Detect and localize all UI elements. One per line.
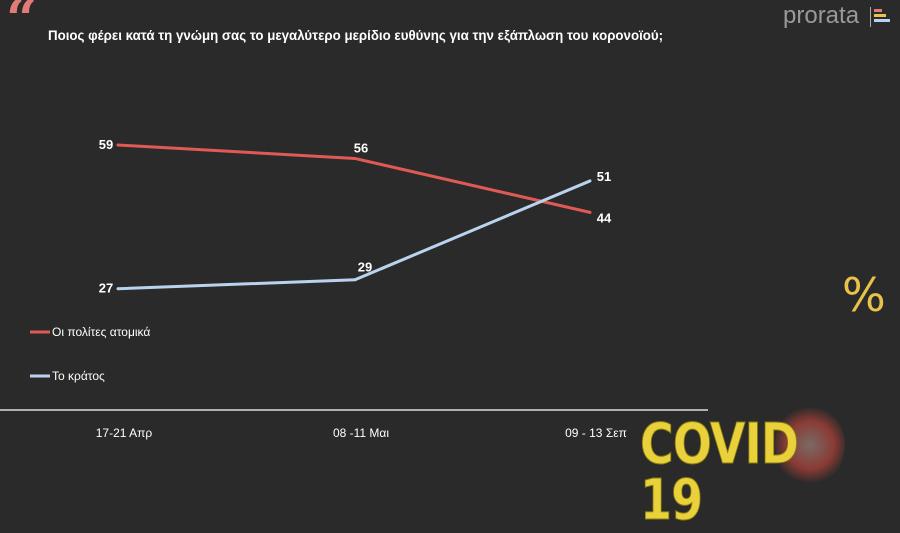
data-point bbox=[588, 210, 592, 214]
line-chart: 17-21 Απρ 08 -11 Μαι 09 - 13 Σεπ 59 56 44 Οι π… bbox=[0, 137, 708, 440]
data-label: 29 bbox=[358, 260, 372, 275]
data-point bbox=[116, 143, 120, 147]
data-point bbox=[116, 287, 120, 291]
x-tick-label: 08 -11 Μαι bbox=[333, 426, 389, 440]
chart-title: Ποιος φέρει κατά τη γνώμη σας το μεγαλύτ… bbox=[48, 27, 664, 43]
data-label: 59 bbox=[99, 137, 113, 152]
prorata-logo: prorata bbox=[783, 2, 860, 29]
data-point bbox=[353, 278, 357, 282]
x-tick-label: 17-21 Απρ bbox=[96, 426, 153, 440]
virus-image bbox=[775, 405, 845, 485]
covid-19-logo: COVID 19 bbox=[640, 412, 800, 533]
logo-bars-icon bbox=[870, 7, 891, 27]
data-label: 44 bbox=[597, 210, 612, 225]
percent-icon: % bbox=[842, 268, 886, 322]
data-label: 56 bbox=[354, 140, 368, 155]
data-label: 51 bbox=[597, 169, 611, 184]
data-label: 27 bbox=[99, 281, 113, 296]
legend-label: Το κράτος bbox=[52, 369, 105, 383]
data-point bbox=[588, 179, 592, 183]
data-point bbox=[353, 156, 357, 160]
x-tick-label: 09 - 13 Σεπ bbox=[565, 426, 627, 440]
quote-mark: “ bbox=[6, 0, 38, 51]
legend-label: Οι πολίτες ατομικά bbox=[52, 325, 150, 339]
